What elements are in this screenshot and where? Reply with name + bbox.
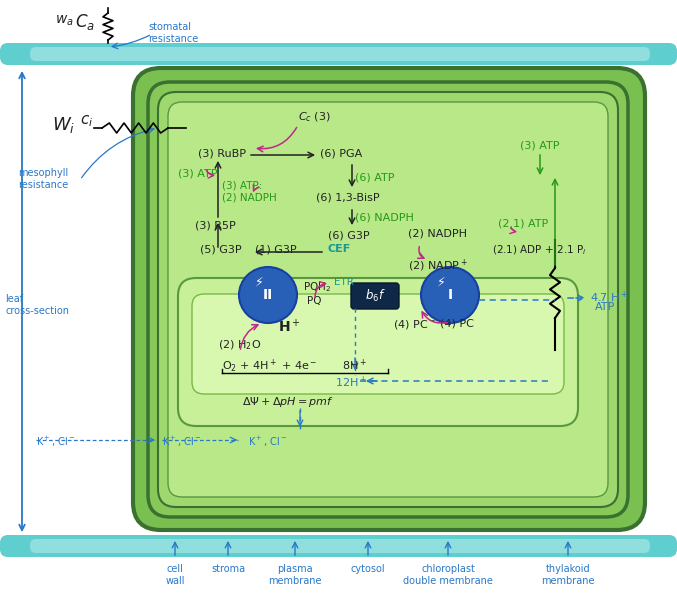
Text: $C_a$: $C_a$ xyxy=(75,12,95,32)
Text: (4) PC: (4) PC xyxy=(440,318,474,328)
Text: (6) G3P: (6) G3P xyxy=(328,230,370,240)
Text: $W_i$: $W_i$ xyxy=(52,115,75,135)
Text: PQ: PQ xyxy=(307,296,322,306)
Text: cytosol: cytosol xyxy=(351,564,385,574)
Text: 12H$^+$: 12H$^+$ xyxy=(335,375,367,390)
Text: 8H$^+$: 8H$^+$ xyxy=(342,358,367,373)
Ellipse shape xyxy=(421,267,479,323)
Text: (5) G3P: (5) G3P xyxy=(200,244,242,254)
Text: stroma: stroma xyxy=(211,564,245,574)
Text: ⚡: ⚡ xyxy=(437,275,445,288)
Text: (6) 1,3-BisP: (6) 1,3-BisP xyxy=(316,192,380,202)
Text: K$^+$, Cl$^-$: K$^+$, Cl$^-$ xyxy=(162,435,201,449)
Text: (4) PC$^-$: (4) PC$^-$ xyxy=(393,318,436,331)
Text: O$_2$ + 4H$^+$ + 4e$^-$: O$_2$ + 4H$^+$ + 4e$^-$ xyxy=(222,358,318,375)
Text: (2.1) ATP: (2.1) ATP xyxy=(498,218,548,228)
FancyBboxPatch shape xyxy=(168,102,608,497)
Text: (2) NADPH: (2) NADPH xyxy=(408,228,467,238)
FancyBboxPatch shape xyxy=(178,278,578,426)
Text: PQH$_2$: PQH$_2$ xyxy=(303,280,331,294)
Text: I: I xyxy=(447,288,452,302)
FancyBboxPatch shape xyxy=(148,82,628,517)
Text: (3) ATP: (3) ATP xyxy=(520,140,559,150)
Text: $w_a$: $w_a$ xyxy=(55,14,74,29)
Text: thylakoid
membrane: thylakoid membrane xyxy=(541,564,595,586)
Text: leaf
cross-section: leaf cross-section xyxy=(5,294,69,316)
Ellipse shape xyxy=(239,267,297,323)
Text: plasma
membrane: plasma membrane xyxy=(268,564,322,586)
FancyBboxPatch shape xyxy=(158,92,618,507)
Text: (1) G3P: (1) G3P xyxy=(255,244,297,254)
Text: (2) H$_2$O: (2) H$_2$O xyxy=(218,338,261,352)
Text: (3) R5P: (3) R5P xyxy=(195,220,236,230)
Text: (6) NADPH: (6) NADPH xyxy=(355,213,414,223)
Text: $c_i$: $c_i$ xyxy=(80,113,93,129)
FancyBboxPatch shape xyxy=(133,68,645,530)
FancyBboxPatch shape xyxy=(192,294,564,394)
Text: H$^+$: H$^+$ xyxy=(278,318,301,336)
Text: mesophyll
resistance: mesophyll resistance xyxy=(18,168,68,190)
Text: chloroplast
double membrane: chloroplast double membrane xyxy=(403,564,493,586)
Text: $b_6f$: $b_6f$ xyxy=(365,288,385,304)
FancyBboxPatch shape xyxy=(30,47,650,61)
Text: $C_c$ (3): $C_c$ (3) xyxy=(298,110,331,124)
FancyBboxPatch shape xyxy=(0,43,677,65)
Text: ATP: ATP xyxy=(595,302,615,312)
Text: (2) NADP$^+$: (2) NADP$^+$ xyxy=(408,258,468,274)
Text: cell
wall: cell wall xyxy=(165,564,185,586)
Text: CEF: CEF xyxy=(328,244,351,254)
FancyBboxPatch shape xyxy=(30,539,650,553)
Text: II: II xyxy=(263,288,273,302)
Text: (3) ATP: (3) ATP xyxy=(178,168,217,178)
Text: $\Delta\Psi + \Delta pH = pmf$: $\Delta\Psi + \Delta pH = pmf$ xyxy=(242,395,334,409)
Text: (6) ATP: (6) ATP xyxy=(355,172,395,182)
FancyBboxPatch shape xyxy=(351,283,399,309)
Text: (3) RuBP: (3) RuBP xyxy=(198,148,246,158)
Text: (2) NADPH: (2) NADPH xyxy=(222,192,277,202)
Text: (3) ATP:: (3) ATP: xyxy=(222,180,263,190)
Text: ETR: ETR xyxy=(334,277,354,287)
Text: stomatal
resistance: stomatal resistance xyxy=(148,22,198,44)
Text: ⚡: ⚡ xyxy=(255,275,263,288)
Text: 4.7 H$^+$: 4.7 H$^+$ xyxy=(590,290,628,305)
FancyBboxPatch shape xyxy=(0,535,677,557)
Text: K$^+$, Cl$^-$: K$^+$, Cl$^-$ xyxy=(36,435,75,449)
Text: K$^+$, Cl$^-$: K$^+$, Cl$^-$ xyxy=(248,435,287,449)
Text: (6) PGA: (6) PGA xyxy=(320,148,362,158)
Text: (2.1) ADP + 2.1 P$_i$: (2.1) ADP + 2.1 P$_i$ xyxy=(492,243,587,257)
